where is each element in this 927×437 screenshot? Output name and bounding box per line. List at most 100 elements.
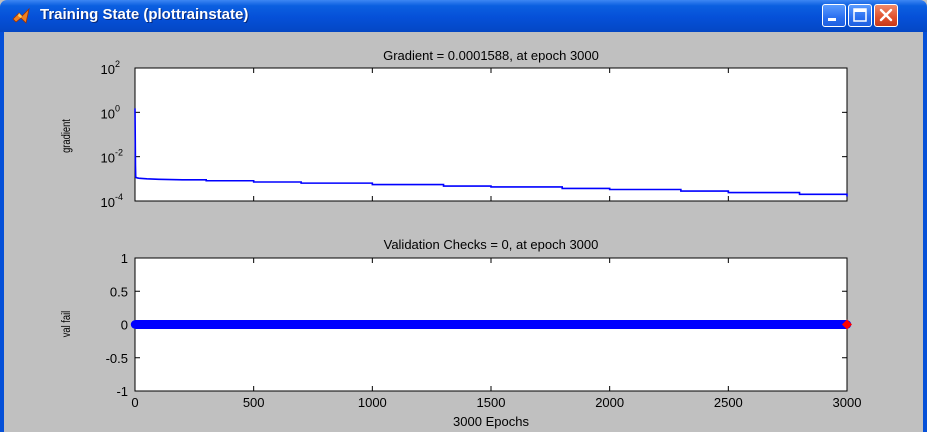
validation-data-point: [210, 320, 220, 329]
validation-data-point: [466, 320, 476, 329]
validation-data-point: [250, 320, 260, 329]
gradient-ytick-exponent: 0: [115, 103, 120, 113]
maximize-button[interactable]: [848, 4, 872, 27]
validation-xtick-label: 500: [243, 395, 265, 410]
validation-data-point: [730, 320, 740, 329]
gradient-ylabel: gradient: [60, 119, 73, 153]
maximize-icon: [853, 8, 867, 22]
gradient-title: Gradient = 0.0001588, at epoch 3000: [383, 48, 599, 63]
validation-data-point: [434, 320, 444, 329]
validation-data-point: [546, 320, 556, 329]
validation-data-point: [538, 320, 548, 329]
matlab-app-icon[interactable]: [12, 7, 30, 25]
validation-data-point: [234, 320, 244, 329]
validation-data-point: [194, 320, 204, 329]
gradient-ytick-label: 10: [101, 195, 115, 210]
validation-data-point: [778, 320, 788, 329]
validation-data-point: [770, 320, 780, 329]
validation-points: [130, 319, 852, 330]
validation-data-point: [402, 320, 412, 329]
gradient-series-line: [134, 108, 848, 197]
validation-data-point: [802, 320, 812, 329]
validation-data-point: [354, 320, 364, 329]
validation-data-point: [506, 320, 516, 329]
validation-data-point: [450, 320, 460, 329]
validation-data-point: [274, 320, 284, 329]
validation-data-point: [714, 320, 724, 329]
validation-data-point: [490, 320, 500, 329]
validation-data-point: [418, 320, 428, 329]
title-bar[interactable]: Training State (plottrainstate): [0, 0, 927, 32]
figure-svg: Gradient = 0.0001588, at epoch 3000 grad…: [60, 48, 861, 429]
validation-data-point: [834, 320, 844, 329]
gradient-axes[interactable]: Gradient = 0.0001588, at epoch 3000 grad…: [60, 48, 848, 210]
validation-yticks: 1 0.5 0 -0.5 -1: [106, 251, 847, 399]
validation-data-point: [722, 320, 732, 329]
validation-data-point: [154, 320, 164, 329]
validation-data-point: [658, 320, 668, 329]
validation-data-point: [178, 320, 188, 329]
validation-data-point: [346, 320, 356, 329]
validation-xticks: 0 500 1000 1500 2000 2500 3000: [131, 258, 861, 410]
validation-data-point: [818, 320, 828, 329]
validation-data-point: [594, 320, 604, 329]
validation-data-point: [442, 320, 452, 329]
validation-data-point: [634, 320, 644, 329]
validation-data-point: [298, 320, 308, 329]
validation-data-point: [266, 320, 276, 329]
gradient-plot-area[interactable]: [134, 67, 848, 202]
validation-data-point: [690, 320, 700, 329]
validation-data-point: [682, 320, 692, 329]
validation-xtick-label: 0: [131, 395, 138, 410]
gradient-ytick-exponent: -4: [115, 192, 123, 202]
validation-data-point: [378, 320, 388, 329]
validation-data-point: [258, 320, 268, 329]
close-button[interactable]: [874, 4, 898, 27]
validation-data-point: [786, 320, 796, 329]
validation-data-point: [370, 320, 380, 329]
validation-data-point: [706, 320, 716, 329]
close-icon: [879, 8, 893, 22]
validation-data-point: [570, 320, 580, 329]
validation-final-epoch-marker: [842, 319, 852, 330]
validation-data-point: [482, 320, 492, 329]
minimize-button[interactable]: [822, 4, 846, 27]
validation-data-point: [322, 320, 332, 329]
validation-data-point: [642, 320, 652, 329]
validation-data-point: [426, 320, 436, 329]
validation-ytick-label: 1: [121, 251, 128, 266]
validation-data-point: [794, 320, 804, 329]
window-frame-left: [0, 32, 4, 432]
validation-xtick-label: 1500: [477, 395, 506, 410]
validation-data-point: [138, 320, 148, 329]
validation-xtick-label: 2000: [595, 395, 624, 410]
validation-data-point: [394, 320, 404, 329]
validation-data-point: [218, 320, 228, 329]
validation-data-point: [754, 320, 764, 329]
validation-data-point: [650, 320, 660, 329]
validation-data-point: [578, 320, 588, 329]
validation-data-point: [202, 320, 212, 329]
validation-data-point: [810, 320, 820, 329]
validation-data-point: [666, 320, 676, 329]
validation-data-point: [498, 320, 508, 329]
validation-data-point: [586, 320, 596, 329]
validation-data-point: [826, 320, 836, 329]
validation-title: Validation Checks = 0, at epoch 3000: [384, 237, 599, 252]
validation-data-point: [618, 320, 628, 329]
validation-data-point: [514, 320, 524, 329]
window-frame-right: [923, 32, 927, 432]
gradient-ytick-label: 10: [101, 151, 115, 166]
validation-data-point: [674, 320, 684, 329]
validation-axes[interactable]: Validation Checks = 0, at epoch 3000 val…: [60, 237, 861, 429]
validation-data-point: [602, 320, 612, 329]
validation-data-point: [146, 320, 156, 329]
validation-data-point: [330, 320, 340, 329]
validation-data-point: [762, 320, 772, 329]
validation-ytick-label: -1: [116, 384, 128, 399]
validation-ytick-label: -0.5: [106, 351, 128, 366]
validation-data-point: [562, 320, 572, 329]
validation-ytick-label: 0.5: [110, 284, 128, 299]
validation-data-point: [306, 320, 316, 329]
